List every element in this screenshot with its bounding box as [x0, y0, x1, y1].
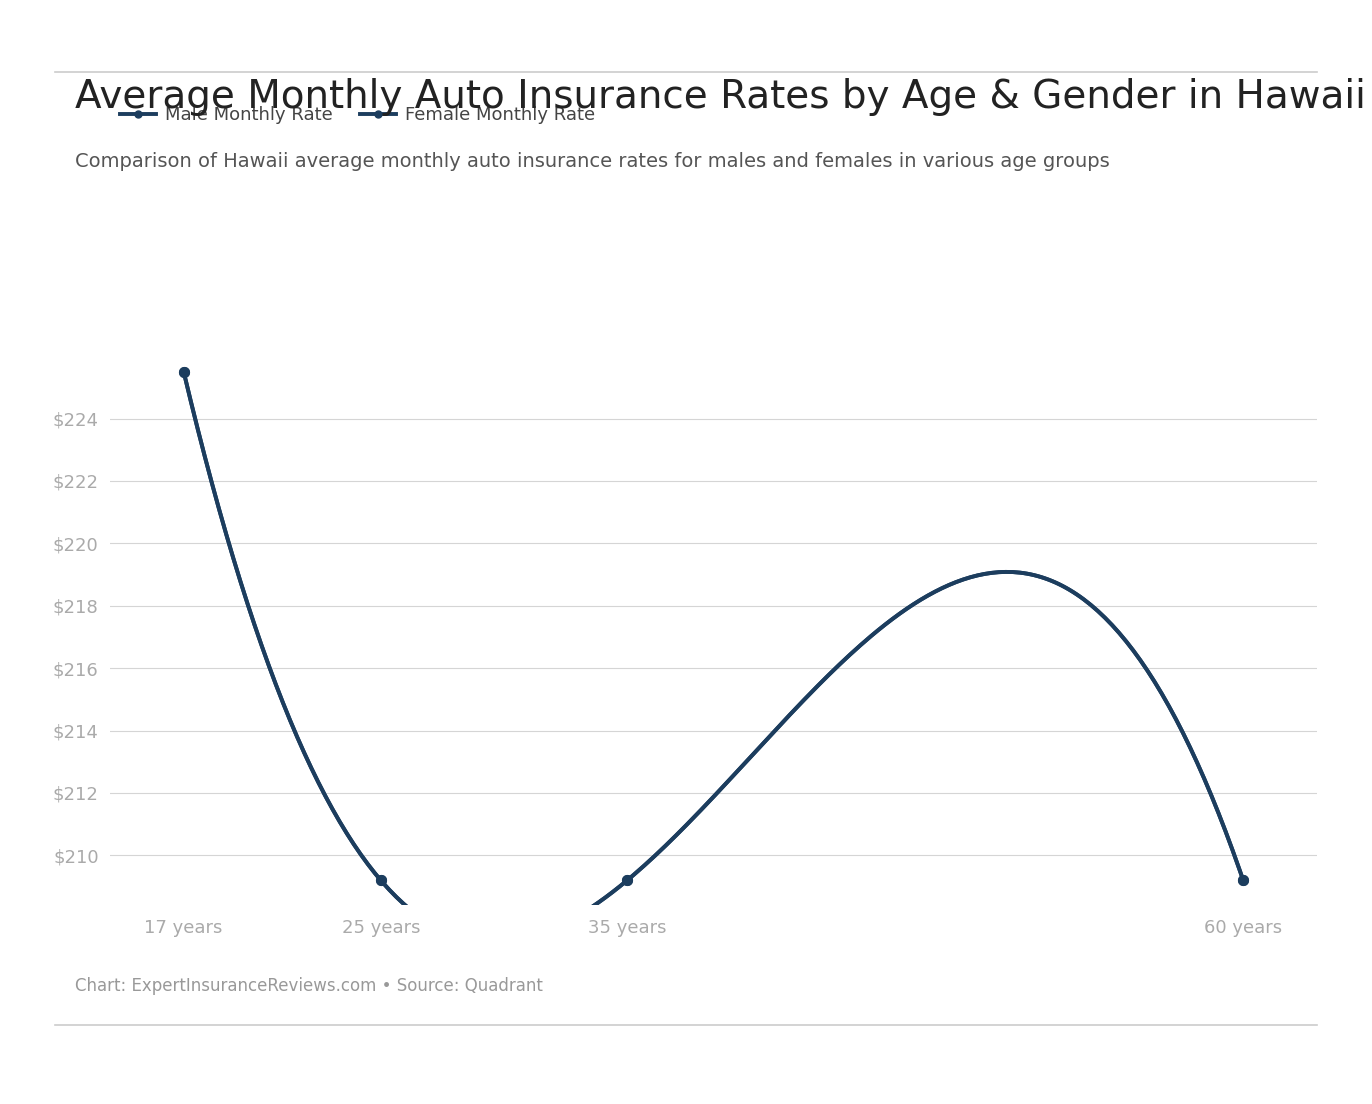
Text: Average Monthly Auto Insurance Rates by Age & Gender in Hawaii: Average Monthly Auto Insurance Rates by … — [75, 78, 1367, 116]
Text: Comparison of Hawaii average monthly auto insurance rates for males and females : Comparison of Hawaii average monthly aut… — [75, 152, 1110, 171]
Legend: Male Monthly Rate, Female Monthly Rate: Male Monthly Rate, Female Monthly Rate — [113, 99, 602, 131]
Text: Chart: ExpertInsuranceReviews.com • Source: Quadrant: Chart: ExpertInsuranceReviews.com • Sour… — [75, 977, 543, 995]
